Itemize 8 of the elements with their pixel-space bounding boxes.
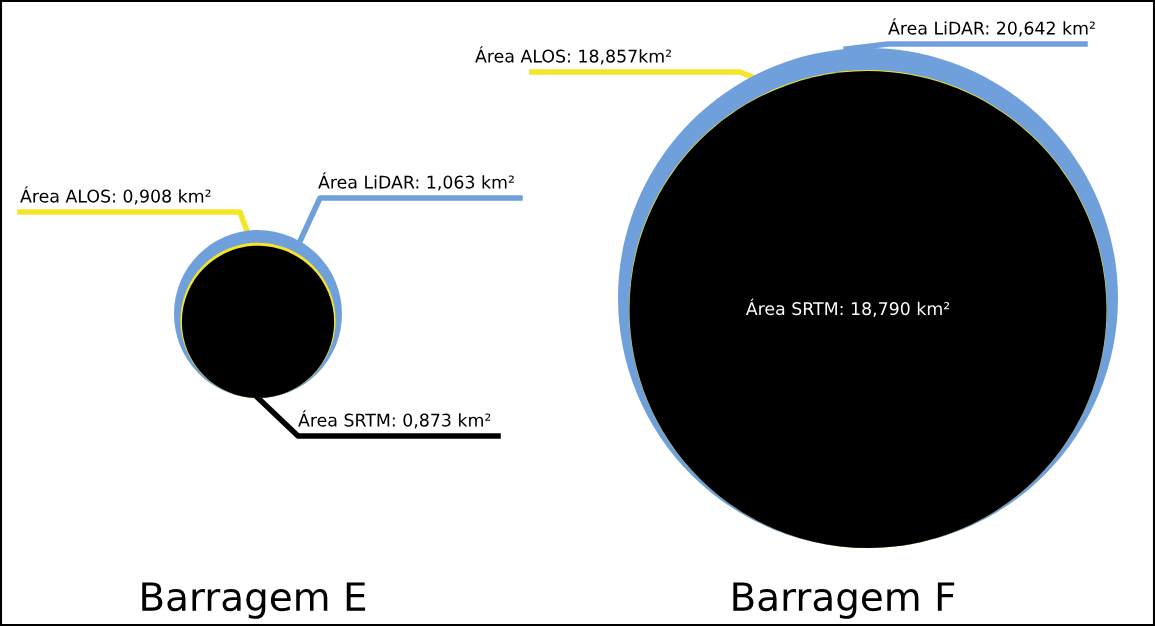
category-label: Barragem E (142, 582, 366, 619)
data-label: Área LiDAR: 1,063 km² (318, 172, 514, 191)
data-label: Área ALOS: 0,908 km² (20, 186, 211, 205)
data-label: Área SRTM: 18,790 km² (745, 298, 950, 317)
data-label: Área ALOS: 18,857km² (475, 46, 672, 65)
data-label: Área LiDAR: 20,642 km² (888, 18, 1095, 37)
data-label: Área SRTM: 0,873 km² (298, 410, 491, 429)
category-label: Barragem F (733, 582, 955, 619)
